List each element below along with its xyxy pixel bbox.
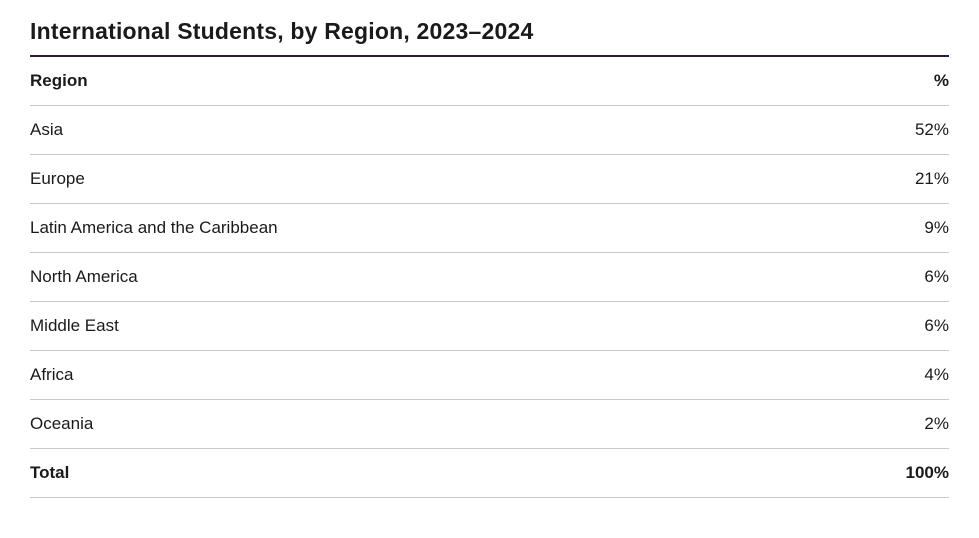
- data-table: Region % Asia 52% Europe 21% Latin Ameri…: [30, 57, 949, 498]
- table-container: International Students, by Region, 2023–…: [0, 0, 979, 498]
- cell-region: North America: [30, 253, 812, 302]
- table-row: Africa 4%: [30, 351, 949, 400]
- cell-percent: 4%: [812, 351, 949, 400]
- cell-percent: 9%: [812, 204, 949, 253]
- table-row: Asia 52%: [30, 106, 949, 155]
- cell-percent: 6%: [812, 302, 949, 351]
- col-header-percent: %: [812, 57, 949, 106]
- cell-percent: 2%: [812, 400, 949, 449]
- cell-region: Latin America and the Caribbean: [30, 204, 812, 253]
- table-row: Europe 21%: [30, 155, 949, 204]
- cell-percent: 6%: [812, 253, 949, 302]
- col-header-region: Region: [30, 57, 812, 106]
- cell-total-label: Total: [30, 449, 812, 498]
- table-header-row: Region %: [30, 57, 949, 106]
- cell-region: Africa: [30, 351, 812, 400]
- cell-percent: 52%: [812, 106, 949, 155]
- table-row: Middle East 6%: [30, 302, 949, 351]
- table-total-row: Total 100%: [30, 449, 949, 498]
- cell-region: Europe: [30, 155, 812, 204]
- cell-total-percent: 100%: [812, 449, 949, 498]
- cell-region: Middle East: [30, 302, 812, 351]
- table-row: Oceania 2%: [30, 400, 949, 449]
- table-row: Latin America and the Caribbean 9%: [30, 204, 949, 253]
- cell-percent: 21%: [812, 155, 949, 204]
- table-row: North America 6%: [30, 253, 949, 302]
- cell-region: Oceania: [30, 400, 812, 449]
- cell-region: Asia: [30, 106, 812, 155]
- table-title: International Students, by Region, 2023–…: [30, 18, 949, 57]
